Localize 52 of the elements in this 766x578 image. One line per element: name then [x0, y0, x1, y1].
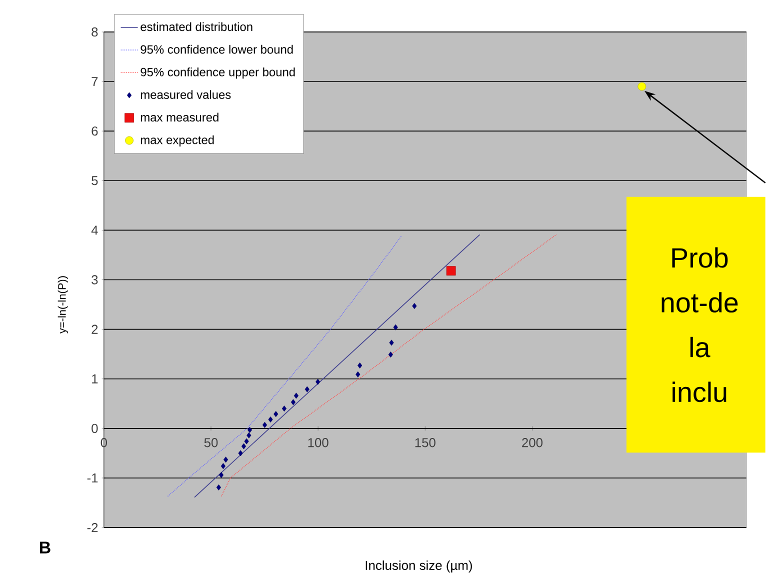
text: B [40, 542, 50, 554]
y-tick-label: -2 [87, 523, 98, 532]
point [216, 484, 221, 491]
point [218, 472, 224, 478]
point [246, 432, 252, 439]
point [358, 362, 362, 369]
point [290, 399, 296, 406]
point [282, 406, 287, 412]
legend-label: 95% confidence upper bound [140, 68, 295, 79]
point [356, 372, 360, 378]
point [393, 324, 398, 331]
x-tick-label: 200 [522, 438, 543, 448]
point [274, 411, 278, 418]
point [238, 450, 243, 456]
point [389, 340, 394, 346]
point [316, 379, 320, 386]
point [244, 438, 249, 445]
point [220, 463, 226, 470]
point [268, 416, 273, 423]
x-tick-label: 100 [308, 438, 328, 448]
legend-label: 95% confidence lower bound [140, 45, 293, 54]
point [446, 266, 456, 276]
y-tick-label: 7 [92, 77, 98, 86]
point [223, 456, 228, 463]
x-axis-title: Inclusion size (µm) [366, 560, 472, 573]
point [638, 82, 646, 91]
legend-label: max expected [140, 136, 214, 147]
legend-label: estimated distribution [140, 22, 252, 32]
y-tick-label: 1 [92, 374, 98, 384]
point [241, 444, 246, 450]
legend-label: max measured [140, 113, 218, 122]
y-tick-label: 0 [92, 424, 98, 434]
y-tick-label: 2 [92, 325, 98, 334]
y-tick-label: 4 [91, 226, 98, 235]
point [388, 352, 393, 358]
line-series [167, 236, 402, 497]
y-tick-label: 6 [92, 126, 98, 136]
y-tick-label: 5 [92, 176, 98, 186]
x-tick-label: 50 [204, 438, 218, 448]
point [412, 303, 417, 310]
line-series [220, 234, 557, 497]
x-tick-label: 150 [415, 438, 436, 448]
y-axis-title: y=-ln(-ln(P)) [58, 276, 68, 334]
y-tick-label: 8 [92, 28, 98, 37]
y-tick-label: 3 [92, 275, 98, 285]
point [294, 392, 299, 399]
annotation: Prob not-de la inclu [662, 248, 738, 402]
point [304, 386, 310, 393]
legend-label: measured values [140, 90, 231, 100]
point [247, 427, 252, 434]
y-tick-label: -1 [87, 474, 98, 483]
point [262, 422, 268, 428]
